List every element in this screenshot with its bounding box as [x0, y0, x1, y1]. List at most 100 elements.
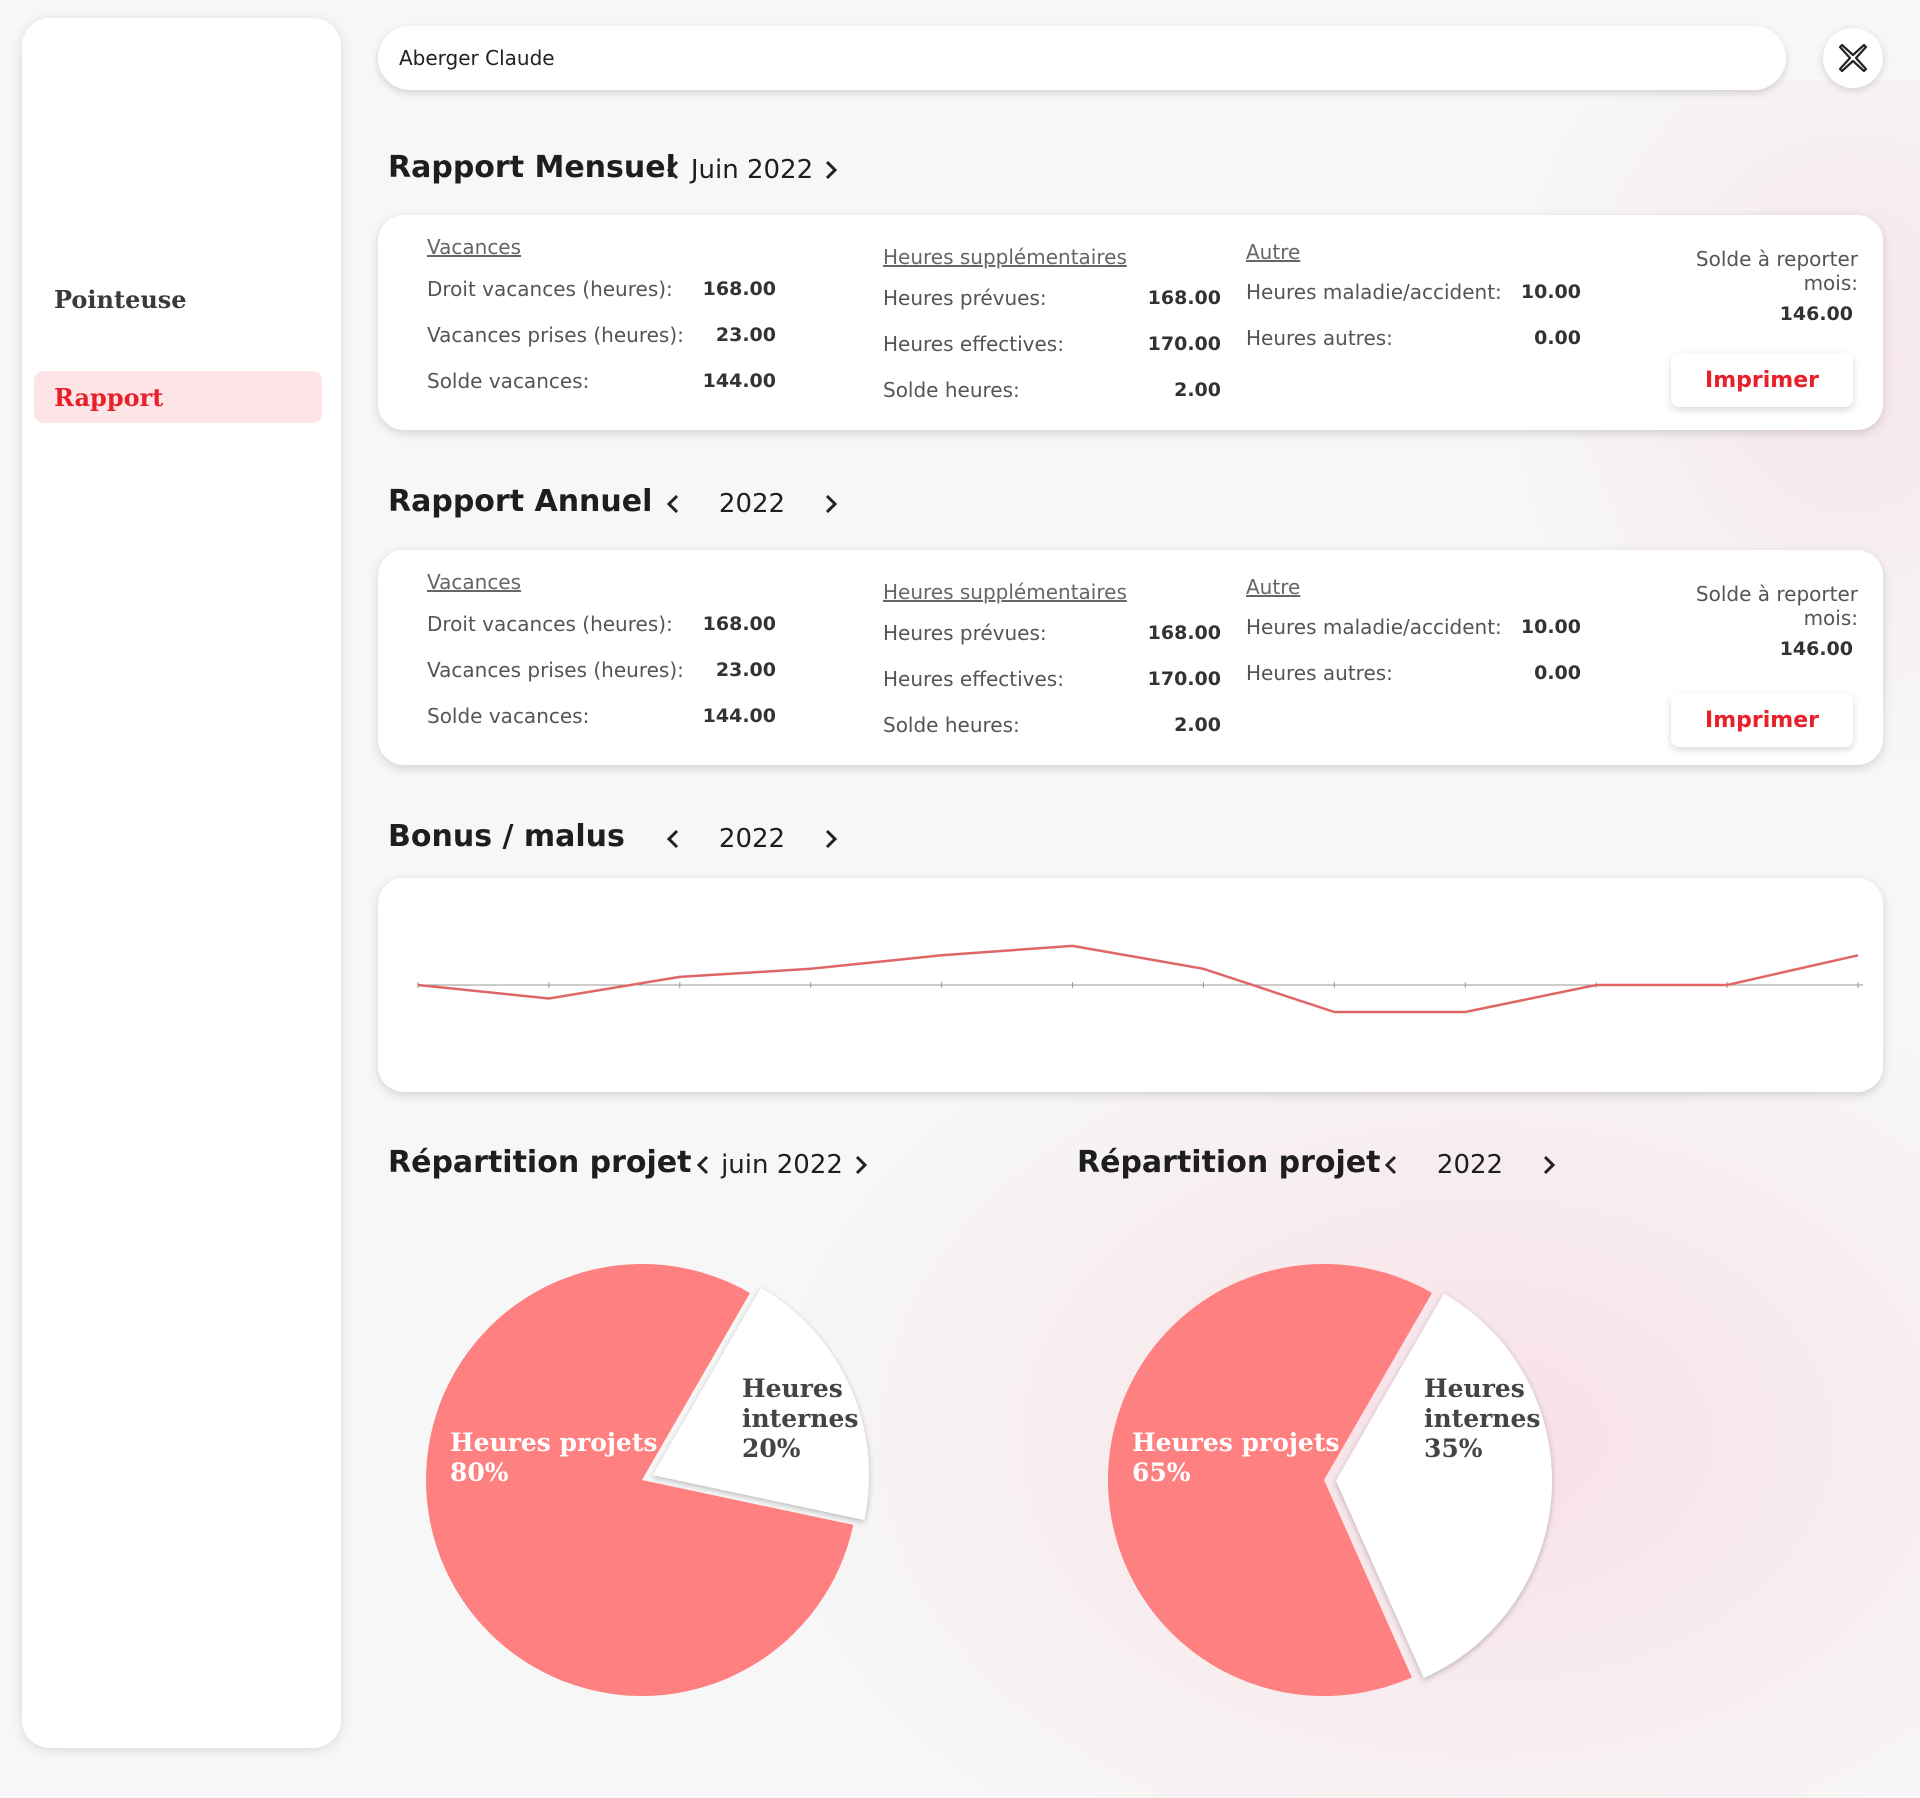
repartition-month-pie: Heures projets 80% Heures internes 20%: [420, 1250, 900, 1710]
heures-sup-row-value: 2.00: [1174, 379, 1221, 401]
annual-report-card: Vacances Droit vacances (heures): 168.00…: [378, 550, 1883, 765]
bonus-malus-title: Bonus / malus: [388, 819, 625, 854]
vacances-row-value: 168.00: [702, 278, 776, 300]
bonus-malus-line-chart: [417, 944, 1863, 1014]
pie-slice-internes: [1335, 1293, 1552, 1678]
repartition-year-next-button[interactable]: [1534, 1150, 1564, 1180]
pie-slice-projets: [426, 1264, 854, 1696]
heures-sup-heading: Heures supplémentaires: [883, 245, 1127, 269]
autre-row-value: 0.00: [1534, 327, 1581, 349]
autre-heading: Autre: [1246, 575, 1301, 599]
vacances-row-label: Vacances prises (heures):: [427, 658, 684, 682]
vacances-row-label: Vacances prises (heures):: [427, 323, 684, 347]
annual-next-button[interactable]: [816, 489, 846, 519]
monthly-period: Juin 2022: [690, 155, 814, 185]
chevron-left-icon: [666, 829, 679, 849]
heures-sup-row-value: 170.00: [1147, 668, 1221, 690]
chevron-right-icon: [1543, 1155, 1556, 1175]
vacances-row-label: Solde vacances:: [427, 704, 590, 728]
autre-heading: Autre: [1246, 240, 1301, 264]
vacances-row-value: 23.00: [715, 324, 776, 346]
pie-slice-percent: 35%: [1424, 1434, 1483, 1463]
pie-chart-svg: [426, 1264, 869, 1696]
vacances-heading: Vacances: [427, 570, 522, 594]
monthly-report-card: Vacances Droit vacances (heures): 168.00…: [378, 215, 1883, 430]
chevron-left-icon: [1384, 1155, 1397, 1175]
pie-slice-projets: [1108, 1264, 1432, 1696]
repartition-year-period: 2022: [1436, 1150, 1504, 1180]
chevron-right-icon: [825, 829, 838, 849]
chevron-left-icon: [696, 1155, 709, 1175]
repartition-year-prev-button[interactable]: [1376, 1150, 1406, 1180]
employee-search-value: Aberger Claude: [399, 46, 555, 70]
autre-row-label: Heures autres:: [1246, 326, 1393, 350]
pie-slice-internes: [652, 1288, 869, 1521]
solde-report-label: Solde à reporter mois:: [1695, 247, 1858, 295]
solde-report-label: Solde à reporter mois:: [1695, 582, 1858, 630]
bonus-next-button[interactable]: [816, 824, 846, 854]
autre-row-label: Heures autres:: [1246, 661, 1393, 685]
annual-period: 2022: [718, 489, 786, 519]
chevron-left-icon: [666, 160, 679, 180]
pie-slice-label-internes: Heures internes 35%: [1424, 1374, 1582, 1464]
pie-slice-percent: 20%: [742, 1434, 801, 1463]
vacances-heading: Vacances: [427, 235, 522, 259]
repartition-year-title: Répartition projet: [1077, 1145, 1381, 1180]
autre-row-value: 0.00: [1534, 662, 1581, 684]
autre-row-label: Heures maladie/accident:: [1246, 615, 1502, 639]
heures-sup-heading: Heures supplémentaires: [883, 580, 1127, 604]
sidebar-item-rapport[interactable]: Rapport: [34, 371, 322, 423]
pie-slice-percent: 65%: [1132, 1458, 1191, 1487]
autre-row-value: 10.00: [1520, 616, 1581, 638]
bonus-malus-chart-card: [378, 878, 1883, 1092]
pie-slice-name: Heures internes: [742, 1374, 859, 1433]
vacances-row-value: 168.00: [702, 613, 776, 635]
heures-sup-row-value: 2.00: [1174, 714, 1221, 736]
heures-sup-row-value: 170.00: [1147, 333, 1221, 355]
repartition-month-prev-button[interactable]: [688, 1150, 718, 1180]
pie-slice-name: Heures internes: [1424, 1374, 1541, 1433]
chevron-right-icon: [855, 1155, 868, 1175]
autre-row-value: 10.00: [1520, 281, 1581, 303]
print-button[interactable]: Imprimer: [1671, 693, 1853, 747]
monthly-prev-button[interactable]: [658, 155, 688, 185]
monthly-next-button[interactable]: [816, 155, 846, 185]
vacances-row-value: 144.00: [702, 705, 776, 727]
pie-slice-name: Heures projets: [1132, 1428, 1340, 1457]
heures-sup-row-label: Heures effectives:: [883, 667, 1064, 691]
solde-report-value: 146.00: [1779, 303, 1853, 325]
sidebar-item-pointeuse[interactable]: Pointeuse: [54, 284, 187, 314]
vacances-row-value: 23.00: [715, 659, 776, 681]
heures-sup-row-label: Heures effectives:: [883, 332, 1064, 356]
close-button[interactable]: [1823, 28, 1883, 88]
annual-prev-button[interactable]: [658, 489, 688, 519]
bonus-prev-button[interactable]: [658, 824, 688, 854]
heures-sup-row-label: Heures prévues:: [883, 621, 1047, 645]
heures-sup-row-label: Solde heures:: [883, 713, 1020, 737]
repartition-month-next-button[interactable]: [846, 1150, 876, 1180]
pie-slice-label-projets: Heures projets 80%: [450, 1428, 657, 1488]
autre-row-label: Heures maladie/accident:: [1246, 280, 1502, 304]
repartition-year-pie: Heures projets 65% Heures internes 35%: [1102, 1250, 1582, 1710]
pie-slice-name: Heures projets: [450, 1428, 658, 1457]
heures-sup-row-label: Heures prévues:: [883, 286, 1047, 310]
print-button[interactable]: Imprimer: [1671, 353, 1853, 407]
vacances-row-label: Droit vacances (heures):: [427, 612, 673, 636]
pie-chart-svg: [1108, 1264, 1552, 1696]
monthly-report-title: Rapport Mensuel: [388, 150, 676, 185]
vacances-row-label: Solde vacances:: [427, 369, 590, 393]
pie-slice-percent: 80%: [450, 1458, 509, 1487]
sidebar: Pointeuse Rapport: [22, 18, 341, 1748]
chart-series-line: [417, 944, 1859, 1014]
close-icon: [1838, 43, 1868, 73]
heures-sup-row-value: 168.00: [1147, 622, 1221, 644]
employee-search-input[interactable]: Aberger Claude: [378, 26, 1786, 90]
pie-slice-label-internes: Heures internes 20%: [742, 1374, 900, 1464]
chevron-left-icon: [666, 494, 679, 514]
heures-sup-row-value: 168.00: [1147, 287, 1221, 309]
bonus-period: 2022: [718, 824, 786, 854]
annual-report-title: Rapport Annuel: [388, 484, 653, 519]
chevron-right-icon: [825, 160, 838, 180]
chevron-right-icon: [825, 494, 838, 514]
solde-report-value: 146.00: [1779, 638, 1853, 660]
